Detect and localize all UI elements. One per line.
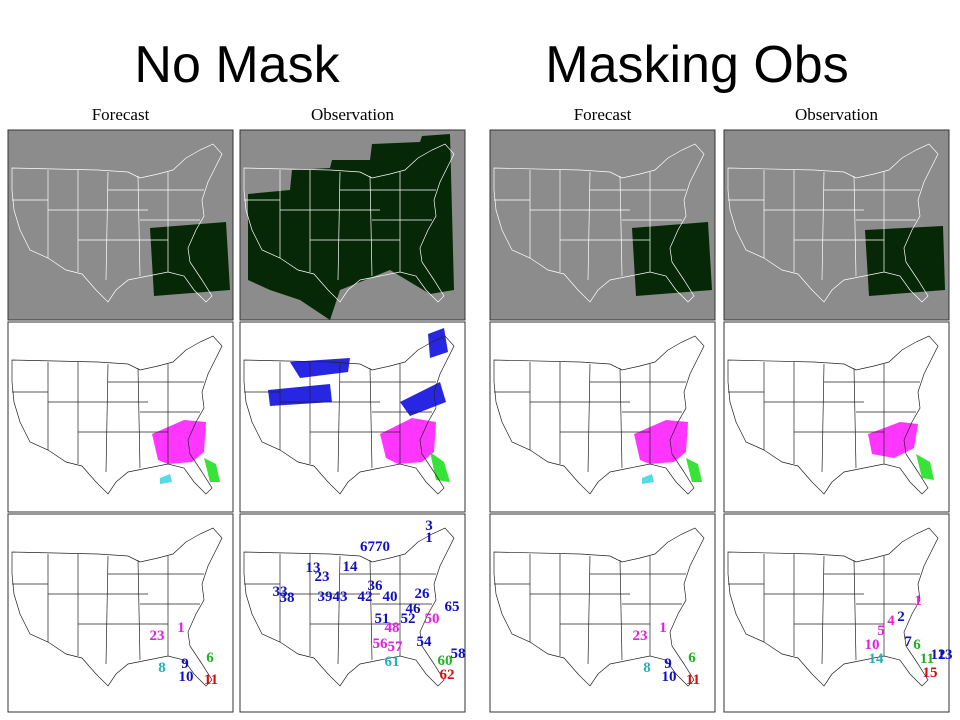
object-id: 9 <box>664 656 672 672</box>
object-id: 23 <box>315 569 330 585</box>
map-background <box>489 513 716 713</box>
object-id: 23 <box>150 628 165 644</box>
object-id: 10 <box>865 637 880 653</box>
object-id: 61 <box>385 654 400 670</box>
object-id: 4 <box>887 613 895 629</box>
object-id: 7 <box>904 634 912 650</box>
object-id: 6770 <box>360 539 390 555</box>
object-id: 39 <box>318 589 333 605</box>
forecast-field <box>632 222 712 296</box>
object-area <box>634 420 688 464</box>
object-id: 11 <box>920 651 934 667</box>
object-id: 11 <box>204 672 218 688</box>
object-id: 9 <box>181 656 189 672</box>
object-id: 43 <box>333 589 348 605</box>
object-id: 46 <box>406 601 422 617</box>
object-id: 40 <box>383 589 398 605</box>
map-panel <box>489 129 716 321</box>
object-id: 1 <box>914 593 922 609</box>
object-id: 15 <box>923 665 938 681</box>
object-id: 33 <box>273 584 288 600</box>
map-panel <box>239 129 466 321</box>
object-id: 3 <box>425 518 433 534</box>
object-area <box>160 474 172 484</box>
object-area <box>152 420 206 464</box>
object-id: 52 <box>401 611 416 627</box>
object-id: 2 <box>897 609 905 625</box>
object-area <box>290 358 350 378</box>
map-background <box>723 513 950 713</box>
map-background <box>7 321 234 513</box>
object-id: 26 <box>415 586 431 602</box>
object-id: 12 <box>931 647 946 663</box>
object-id: 56 <box>373 636 389 652</box>
object-id: 62 <box>440 667 455 683</box>
map-background <box>7 513 234 713</box>
object-id: 60 <box>438 653 453 669</box>
object-id: 8 <box>158 660 166 676</box>
object-id: 50 <box>425 611 440 627</box>
object-id: 13 <box>938 647 953 663</box>
object-area <box>642 474 654 484</box>
title-left: No Mask <box>134 36 340 94</box>
forecast-field <box>150 222 230 296</box>
object-area <box>204 458 220 482</box>
object-id: 10 <box>662 669 677 685</box>
map-panel <box>723 321 950 513</box>
object-id: 42 <box>358 589 373 605</box>
object-id: 11 <box>686 672 700 688</box>
object-id: 8 <box>643 660 651 676</box>
object-area <box>268 384 332 406</box>
object-id: 14 <box>869 651 885 667</box>
object-id: 10 <box>179 669 194 685</box>
forecast-field <box>865 226 945 296</box>
map-panel <box>7 129 234 321</box>
object-area <box>686 458 702 482</box>
object-id: 36 <box>368 578 384 594</box>
map-background <box>723 321 950 513</box>
object-id: 5 <box>877 623 885 639</box>
object-id: 13 <box>306 560 321 576</box>
object-area <box>428 328 448 358</box>
object-id: 1 <box>425 530 433 546</box>
map-background <box>239 321 466 513</box>
object-id: 58 <box>451 646 466 662</box>
forecast-field <box>248 134 454 320</box>
object-id: 6 <box>688 650 696 666</box>
title-right: Masking Obs <box>545 36 848 94</box>
object-id: 1 <box>177 620 185 636</box>
column-header: Observation <box>311 105 395 124</box>
column-header: Observation <box>795 105 879 124</box>
object-area <box>430 452 450 482</box>
map-panel <box>239 321 466 513</box>
object-id: 6 <box>206 650 214 666</box>
object-id: 51 <box>375 611 390 627</box>
map-panel <box>489 513 716 713</box>
map-panel <box>239 513 466 713</box>
map-panel <box>723 129 950 321</box>
object-id: 14 <box>343 559 359 575</box>
map-panel <box>7 513 234 713</box>
column-header: Forecast <box>574 105 632 124</box>
map-background <box>489 321 716 513</box>
object-id: 38 <box>280 590 295 606</box>
object-area <box>916 454 934 480</box>
map-background <box>239 513 466 713</box>
object-id: 54 <box>417 634 433 650</box>
map-panel <box>489 321 716 513</box>
object-id: 48 <box>385 620 400 636</box>
map-panel <box>723 513 950 713</box>
object-id: 1 <box>659 620 667 636</box>
column-header: Forecast <box>92 105 150 124</box>
map-panel <box>7 321 234 513</box>
object-id: 23 <box>633 628 648 644</box>
object-id: 6 <box>913 637 921 653</box>
object-id: 57 <box>388 639 404 655</box>
object-id: 65 <box>445 599 460 615</box>
